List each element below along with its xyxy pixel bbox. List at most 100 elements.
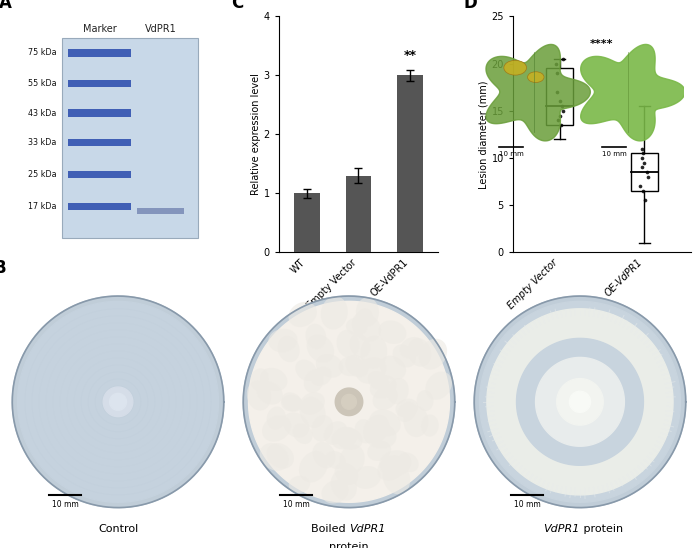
- Point: [641, 168, 653, 176]
- Text: 10 mm: 10 mm: [602, 151, 626, 157]
- Circle shape: [504, 60, 526, 75]
- Ellipse shape: [403, 406, 429, 437]
- Text: VdPR1: VdPR1: [544, 524, 580, 534]
- Bar: [68, 49, 131, 57]
- Text: VdPR1: VdPR1: [144, 24, 177, 34]
- Bar: [631, 153, 658, 191]
- Ellipse shape: [367, 441, 391, 461]
- Polygon shape: [13, 296, 224, 507]
- Text: 25 kDa: 25 kDa: [28, 170, 57, 179]
- Bar: [294, 193, 320, 252]
- Bar: [68, 203, 131, 210]
- Polygon shape: [341, 395, 357, 409]
- Ellipse shape: [345, 355, 369, 377]
- Text: Marker: Marker: [82, 24, 117, 34]
- Text: Boiled: Boiled: [311, 524, 349, 534]
- Circle shape: [528, 72, 544, 83]
- Ellipse shape: [352, 312, 381, 341]
- Ellipse shape: [373, 386, 398, 410]
- Polygon shape: [517, 338, 644, 465]
- Ellipse shape: [368, 371, 389, 390]
- Point: [638, 158, 649, 167]
- Text: B: B: [0, 259, 6, 277]
- Polygon shape: [557, 379, 603, 425]
- Point: [637, 149, 648, 158]
- Bar: [68, 139, 131, 146]
- Polygon shape: [110, 393, 126, 410]
- Point: [636, 153, 647, 162]
- Ellipse shape: [281, 392, 302, 412]
- Ellipse shape: [364, 423, 396, 449]
- Y-axis label: Relative expression level: Relative expression level: [251, 73, 260, 195]
- Ellipse shape: [355, 308, 373, 329]
- Ellipse shape: [334, 463, 359, 485]
- Ellipse shape: [360, 335, 387, 369]
- Ellipse shape: [299, 451, 328, 483]
- Text: 10 mm: 10 mm: [514, 500, 540, 509]
- Ellipse shape: [387, 378, 409, 404]
- Bar: [137, 208, 184, 214]
- Text: D: D: [463, 0, 477, 12]
- Ellipse shape: [283, 412, 309, 438]
- Ellipse shape: [260, 443, 289, 471]
- Ellipse shape: [325, 451, 346, 469]
- Text: protein: protein: [580, 524, 623, 534]
- Point: [643, 173, 654, 181]
- Point: [551, 88, 562, 96]
- Ellipse shape: [304, 369, 324, 393]
- Bar: [68, 80, 131, 88]
- Ellipse shape: [247, 380, 272, 410]
- Polygon shape: [487, 309, 673, 495]
- Ellipse shape: [313, 442, 336, 469]
- Ellipse shape: [369, 409, 401, 436]
- Text: ****: ****: [589, 39, 613, 49]
- Bar: [68, 110, 131, 117]
- Ellipse shape: [356, 357, 387, 384]
- Polygon shape: [480, 301, 681, 503]
- Text: 10 mm: 10 mm: [498, 151, 524, 157]
- Ellipse shape: [331, 470, 357, 501]
- Point: [557, 54, 568, 63]
- Ellipse shape: [267, 407, 285, 430]
- Text: 55 kDa: 55 kDa: [28, 79, 57, 88]
- Ellipse shape: [320, 296, 348, 329]
- Point: [551, 68, 562, 77]
- Text: 10 mm: 10 mm: [52, 500, 78, 509]
- Point: [639, 196, 650, 205]
- Point: [555, 97, 566, 106]
- Text: **: **: [403, 49, 416, 62]
- Ellipse shape: [311, 367, 332, 386]
- Text: 10 mm: 10 mm: [283, 500, 309, 509]
- Text: C: C: [231, 0, 243, 12]
- Polygon shape: [248, 301, 450, 503]
- Ellipse shape: [260, 368, 288, 391]
- Point: [556, 102, 567, 111]
- Bar: [546, 68, 573, 125]
- Ellipse shape: [339, 356, 364, 376]
- Ellipse shape: [421, 414, 439, 437]
- Ellipse shape: [397, 402, 417, 422]
- Polygon shape: [581, 44, 685, 141]
- Ellipse shape: [336, 330, 359, 358]
- Ellipse shape: [425, 372, 452, 400]
- Point: [634, 182, 646, 191]
- Ellipse shape: [370, 375, 397, 399]
- Point: [555, 111, 566, 120]
- Ellipse shape: [288, 302, 317, 327]
- Y-axis label: Lesion diameter (mm): Lesion diameter (mm): [479, 80, 489, 189]
- Point: [550, 59, 561, 68]
- Bar: [346, 176, 371, 252]
- Text: protein: protein: [329, 542, 369, 548]
- Ellipse shape: [346, 318, 368, 335]
- Polygon shape: [486, 44, 591, 141]
- Ellipse shape: [400, 337, 424, 358]
- Ellipse shape: [363, 414, 389, 444]
- Ellipse shape: [257, 381, 283, 404]
- Point: [637, 186, 648, 195]
- Bar: [62, 38, 198, 238]
- Ellipse shape: [267, 443, 294, 469]
- Ellipse shape: [355, 419, 375, 443]
- Ellipse shape: [396, 398, 418, 418]
- Ellipse shape: [380, 356, 406, 380]
- Text: VdPR1: VdPR1: [349, 524, 385, 534]
